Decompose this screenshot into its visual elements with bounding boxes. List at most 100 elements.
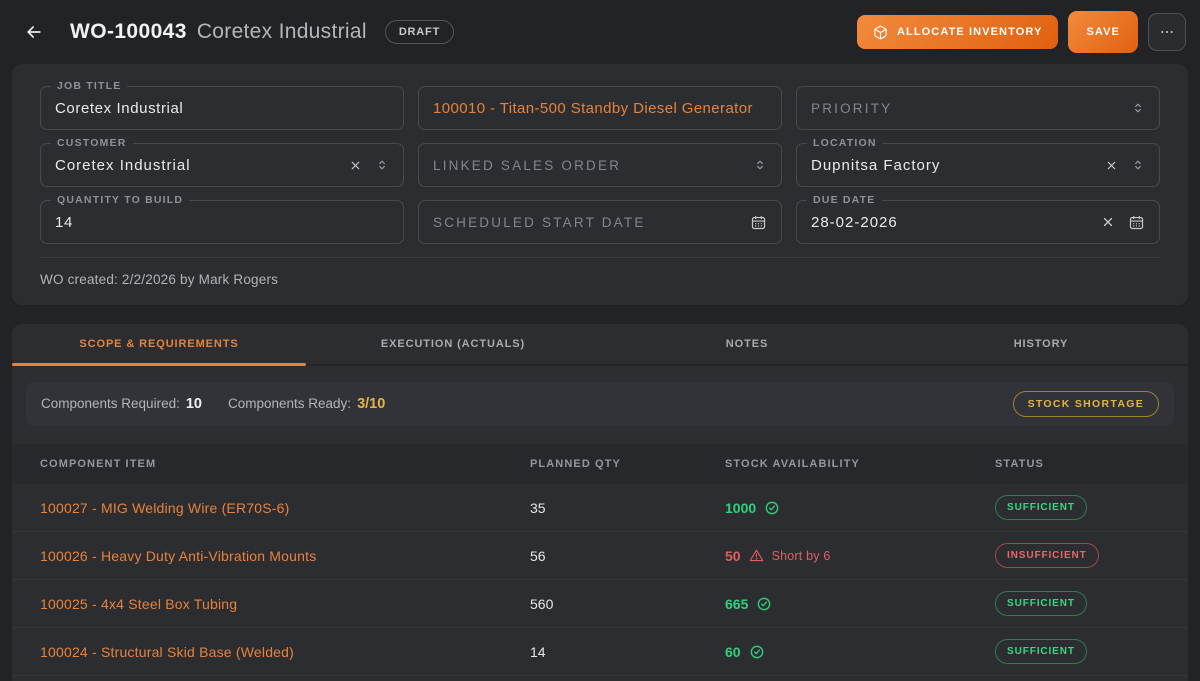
location-field[interactable]: LOCATION Dupnitsa Factory [796, 137, 1160, 187]
components-ready-label: Components Ready: [227, 396, 352, 411]
priority-field[interactable]: PRIORITY [796, 86, 1160, 130]
col-stock-availability: STOCK AVAILABILITY [725, 458, 860, 470]
stock-cell: 1000 [725, 500, 995, 516]
chevron-up-down-icon[interactable] [375, 158, 389, 172]
topbar: WO-100043 Coretex Industrial DRAFT ALLOC… [0, 0, 1200, 64]
wo-customer-title: Coretex Industrial [196, 20, 367, 43]
customer-label: CUSTOMER [51, 137, 133, 149]
planned-qty: 560 [530, 595, 554, 612]
component-item-link[interactable]: 100024 - Structural Skid Base (Welded) [40, 643, 295, 660]
tab-notes[interactable]: NOTES [600, 324, 894, 364]
clear-icon[interactable] [349, 159, 362, 172]
stock-cell: 50 Short by 6 [725, 548, 995, 564]
scheduled-start-date-placeholder: SCHEDULED START DATE [433, 214, 646, 230]
tab-history[interactable]: HISTORY [894, 324, 1188, 364]
shortage-note: Short by 6 [771, 548, 831, 563]
calendar-icon[interactable] [1128, 214, 1145, 231]
components-ready-value: 3/10 [357, 396, 386, 412]
component-status-badge: SUFFICIENT [995, 639, 1087, 664]
components-ready: Components Ready: 3/10 [228, 396, 385, 412]
calendar-icon[interactable] [750, 214, 767, 231]
header-actions: ALLOCATE INVENTORY SAVE [856, 11, 1186, 53]
work-order-form: JOB TITLE Coretex Industrial 100010 - Ti… [40, 80, 1160, 244]
components-required: Components Required: 10 [41, 396, 202, 412]
component-item-link[interactable]: 100026 - Heavy Duty Anti-Vibration Mount… [40, 547, 317, 564]
components-table-body: 100027 - MIG Welding Wire (ER70S-6) 35 1… [12, 484, 1188, 676]
clear-icon[interactable] [1101, 215, 1115, 229]
arrow-left-icon [24, 22, 44, 42]
component-status-badge: INSUFFICIENT [995, 543, 1099, 568]
quantity-to-build-field[interactable]: QUANTITY TO BUILD 14 [40, 194, 404, 244]
planned-qty: 14 [530, 643, 546, 660]
check-circle-icon [764, 500, 780, 516]
component-status-badge: SUFFICIENT [995, 591, 1087, 616]
scope-card: SCOPE & REQUIREMENTS EXECUTION (ACTUALS)… [12, 324, 1188, 681]
job-title-value: Coretex Industrial [55, 99, 184, 117]
more-options-button[interactable] [1148, 13, 1186, 51]
customer-field[interactable]: CUSTOMER Coretex Industrial [40, 137, 404, 187]
tab-scope-requirements[interactable]: SCOPE & REQUIREMENTS [12, 324, 306, 366]
status-badge: DRAFT [384, 20, 455, 44]
chevron-up-down-icon[interactable] [1131, 158, 1145, 172]
component-status-badge: SUFFICIENT [995, 495, 1087, 520]
quantity-to-build-label: QUANTITY TO BUILD [51, 194, 190, 206]
col-status: STATUS [995, 458, 1044, 470]
chevron-up-down-icon[interactable] [753, 158, 767, 172]
table-row: 100027 - MIG Welding Wire (ER70S-6) 35 1… [12, 484, 1188, 532]
stock-value: 60 [725, 643, 741, 660]
customer-value: Coretex Industrial [55, 156, 191, 174]
stock-cell: 665 [725, 596, 995, 612]
due-date-label: DUE DATE [807, 194, 882, 206]
table-row: 100024 - Structural Skid Base (Welded) 1… [12, 628, 1188, 676]
chevron-up-down-icon[interactable] [1131, 101, 1145, 115]
col-component-item: COMPONENT ITEM [40, 458, 157, 470]
tab-bar: SCOPE & REQUIREMENTS EXECUTION (ACTUALS)… [12, 324, 1188, 366]
stock-value: 50 [725, 547, 741, 564]
priority-placeholder: PRIORITY [811, 100, 893, 116]
save-label: SAVE [1086, 26, 1120, 38]
wo-number: WO-100043 [70, 20, 187, 43]
job-title-field[interactable]: JOB TITLE Coretex Industrial [40, 80, 404, 130]
component-item-link[interactable]: 100025 - 4x4 Steel Box Tubing [40, 595, 238, 612]
work-order-details-card: JOB TITLE Coretex Industrial 100010 - Ti… [12, 64, 1188, 305]
table-row: 100025 - 4x4 Steel Box Tubing 560 665 SU… [12, 580, 1188, 628]
quantity-to-build-value: 14 [55, 213, 73, 231]
warning-triangle-icon [749, 548, 764, 563]
planned-qty: 56 [530, 547, 546, 564]
page-title: WO-100043 Coretex Industrial DRAFT [70, 20, 455, 44]
stock-cell: 60 [725, 644, 995, 660]
components-table-header: COMPONENT ITEM PLANNED QTY STOCK AVAILAB… [12, 444, 1188, 484]
due-date-field[interactable]: DUE DATE 28-02-2026 [796, 194, 1160, 244]
col-planned-qty: PLANNED QTY [530, 458, 621, 470]
created-note: WO created: 2/2/2026 by Mark Rogers [40, 272, 279, 287]
table-row: 100026 - Heavy Duty Anti-Vibration Mount… [12, 532, 1188, 580]
check-circle-icon [749, 644, 765, 660]
tab-execution-actuals[interactable]: EXECUTION (ACTUALS) [306, 324, 600, 364]
location-value: Dupnitsa Factory [811, 156, 941, 174]
scheduled-start-date-field[interactable]: SCHEDULED START DATE [418, 200, 782, 244]
components-summary: Components Required: 10 Components Ready… [26, 382, 1174, 426]
product-value: 100010 - Titan-500 Standby Diesel Genera… [433, 99, 753, 117]
allocate-inventory-label: ALLOCATE INVENTORY [896, 26, 1043, 38]
allocate-inventory-button[interactable]: ALLOCATE INVENTORY [856, 15, 1059, 49]
ellipsis-icon [1159, 24, 1175, 40]
linked-sales-order-placeholder: LINKED SALES ORDER [433, 157, 622, 173]
components-required-label: Components Required: [41, 396, 180, 411]
linked-sales-order-field[interactable]: LINKED SALES ORDER [418, 143, 782, 187]
back-button[interactable] [16, 14, 52, 50]
components-required-value: 10 [185, 396, 202, 412]
stock-shortage-badge: STOCK SHORTAGE [1012, 391, 1159, 417]
due-date-value: 28-02-2026 [811, 213, 898, 231]
clear-icon[interactable] [1105, 159, 1118, 172]
location-label: LOCATION [807, 137, 883, 149]
divider [40, 257, 1160, 258]
stock-value: 665 [725, 595, 749, 612]
stock-value: 1000 [725, 499, 757, 516]
package-icon [873, 25, 888, 40]
check-circle-icon [756, 596, 772, 612]
planned-qty: 35 [530, 499, 546, 516]
save-button[interactable]: SAVE [1068, 11, 1138, 53]
job-title-label: JOB TITLE [51, 80, 128, 92]
product-field[interactable]: 100010 - Titan-500 Standby Diesel Genera… [418, 86, 782, 130]
component-item-link[interactable]: 100027 - MIG Welding Wire (ER70S-6) [40, 499, 290, 516]
